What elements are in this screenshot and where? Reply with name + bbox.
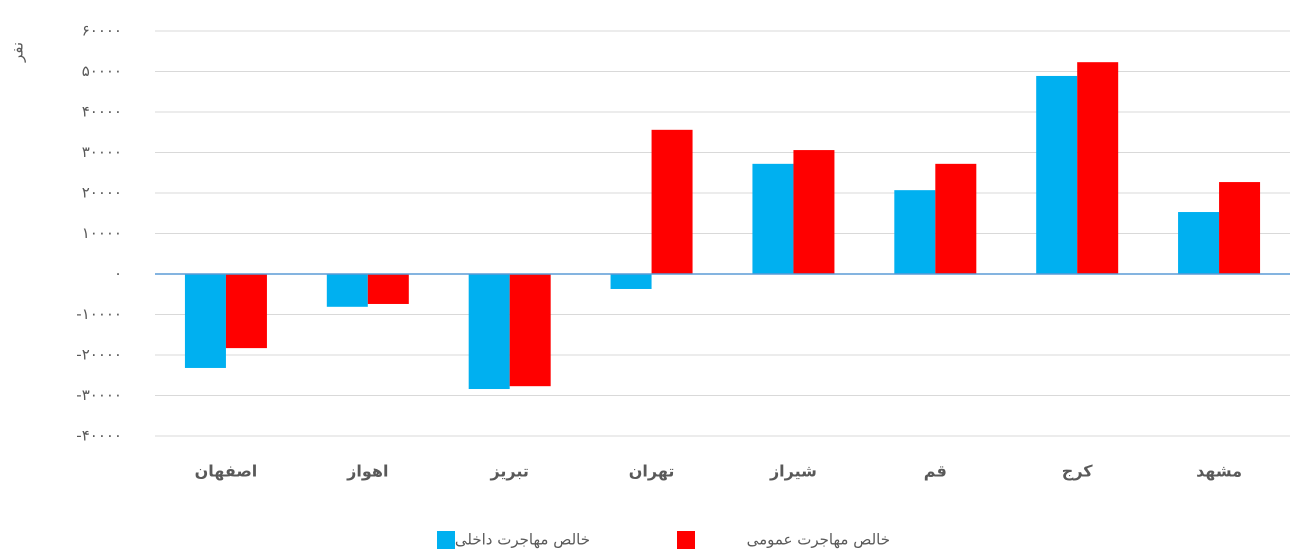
- y-tick-label: ۱۰۰۰۰: [82, 224, 122, 242]
- x-tick-label: شیراز: [769, 462, 817, 481]
- y-tick-label: ۵۰۰۰۰: [82, 62, 122, 80]
- bar: [184, 274, 226, 368]
- x-tick-label: اهواز: [346, 462, 388, 481]
- legend-label: خالص مهاجرت عمومی: [747, 531, 890, 549]
- y-tick-label: -۱۰۰۰۰: [76, 305, 122, 323]
- bar: [894, 190, 936, 274]
- bar: [1036, 75, 1078, 274]
- y-tick-label: ۲۰۰۰۰: [82, 184, 122, 202]
- x-tick-label: اصفهان: [195, 462, 258, 481]
- y-tick-label: -۲۰۰۰۰: [76, 346, 122, 364]
- bar: [367, 274, 409, 304]
- y-tick-label: ۴۰۰۰۰: [82, 103, 122, 121]
- x-tick-label: تهران: [629, 462, 675, 481]
- y-tick-label: -۳۰۰۰۰: [76, 386, 122, 404]
- bar: [752, 163, 794, 274]
- legend-label: خالص مهاجرت داخلی: [455, 531, 590, 549]
- bar: [1077, 62, 1119, 275]
- x-tick-label: مشهد: [1196, 462, 1242, 481]
- y-tick-label: ۶۰۰۰۰: [82, 22, 122, 40]
- x-tick-label: قم: [924, 462, 947, 481]
- y-axis-label: نفر: [9, 42, 27, 63]
- y-tick-label: ۰: [114, 265, 122, 283]
- x-tick-label: کرج: [1062, 462, 1093, 481]
- bar: [326, 274, 368, 307]
- bar: [793, 150, 835, 274]
- bar: [610, 274, 652, 289]
- bar: [509, 274, 551, 387]
- bar: [651, 129, 693, 274]
- y-tick-label: -۴۰۰۰۰: [76, 427, 122, 445]
- x-tick-label: تبریز: [489, 462, 528, 481]
- bar: [1178, 212, 1220, 274]
- bar: [935, 163, 977, 274]
- y-tick-label: ۳۰۰۰۰: [82, 143, 122, 161]
- bar: [1219, 182, 1261, 274]
- legend-swatch: [677, 531, 695, 549]
- legend-swatch: [437, 531, 455, 549]
- bar: [225, 274, 267, 349]
- bar: [468, 274, 510, 390]
